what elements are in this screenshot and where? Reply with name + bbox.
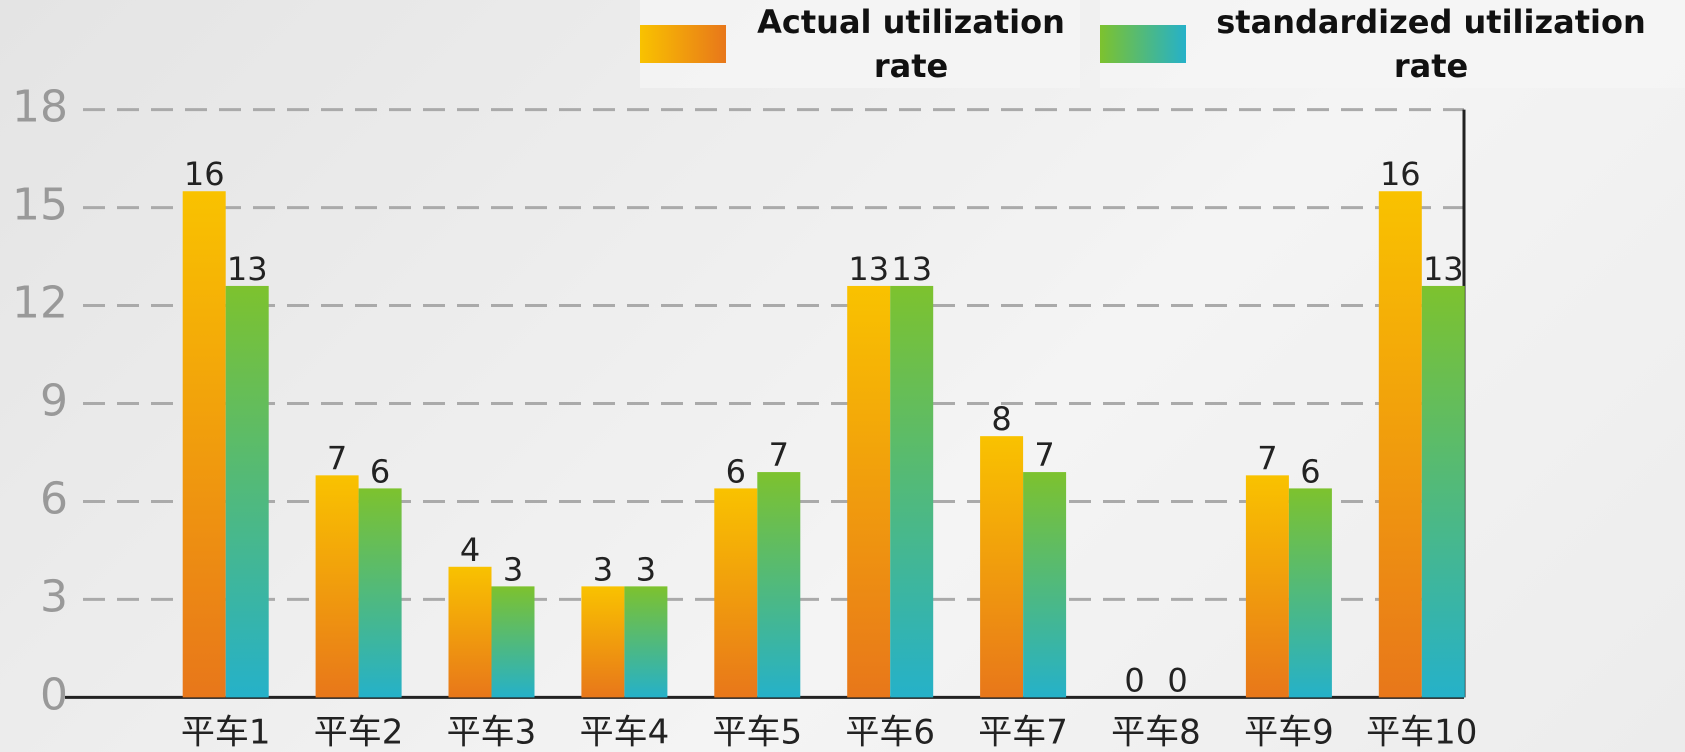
- value-label: 3: [503, 550, 523, 588]
- bar: [757, 472, 800, 697]
- x-tick-label: 平车1: [181, 713, 271, 752]
- y-tick-label: 9: [40, 376, 68, 427]
- page: 0369121518平车11613平车276平车343平车433平车567平车6…: [0, 0, 1685, 752]
- y-tick-label: 18: [12, 82, 68, 133]
- value-label: 0: [1124, 661, 1144, 699]
- bar: [226, 286, 269, 697]
- legend-swatch: [640, 25, 726, 63]
- value-label: 13: [227, 250, 268, 288]
- bar: [1379, 191, 1422, 697]
- value-label: 7: [327, 439, 347, 477]
- bar: [316, 475, 359, 697]
- bar: [183, 191, 226, 697]
- bar: [449, 567, 492, 698]
- x-tick-label: 平车2: [314, 713, 404, 752]
- y-tick-label: 6: [40, 473, 68, 524]
- value-label: 0: [1167, 661, 1187, 699]
- value-label: 4: [460, 531, 480, 569]
- legend-item: Actual utilization rate: [640, 0, 1080, 88]
- value-label: 3: [593, 550, 613, 588]
- legend-item: standardized utilization rate: [1100, 0, 1685, 88]
- bar: [581, 586, 624, 697]
- legend-swatch: [1100, 25, 1186, 63]
- bar: [1246, 475, 1289, 697]
- value-label: 13: [891, 250, 932, 288]
- bar: [1023, 472, 1066, 697]
- y-tick-label: 3: [40, 571, 68, 622]
- bar: [714, 488, 757, 697]
- bar: [624, 586, 667, 697]
- x-tick-label: 平车4: [580, 713, 670, 752]
- x-tick-label: 平车3: [447, 713, 537, 752]
- x-tick-label: 平车8: [1111, 713, 1201, 752]
- legend-label: Actual utilization rate: [756, 0, 1066, 88]
- bar: [847, 286, 890, 697]
- value-label: 13: [848, 250, 889, 288]
- value-label: 16: [184, 155, 225, 193]
- value-label: 16: [1380, 155, 1421, 193]
- y-tick-label: 0: [40, 669, 68, 720]
- value-label: 8: [991, 400, 1011, 438]
- value-label: 3: [636, 550, 656, 588]
- x-tick-label: 平车5: [712, 713, 802, 752]
- x-tick-label: 平车10: [1366, 713, 1477, 752]
- value-label: 7: [1257, 439, 1277, 477]
- value-label: 7: [1034, 436, 1054, 474]
- chart: 0369121518平车11613平车276平车343平车433平车567平车6…: [0, 0, 1685, 752]
- value-label: 6: [726, 452, 746, 490]
- value-label: 13: [1423, 250, 1464, 288]
- bar: [1422, 286, 1465, 697]
- value-label: 6: [1300, 452, 1320, 490]
- bar: [1289, 488, 1332, 697]
- value-label: 6: [370, 452, 390, 490]
- bar: [492, 586, 535, 697]
- y-tick-label: 15: [12, 180, 68, 231]
- legend-label: standardized utilization rate: [1216, 0, 1646, 88]
- bar: [980, 436, 1023, 697]
- y-tick-label: 12: [12, 278, 68, 329]
- x-tick-label: 平车9: [1244, 713, 1334, 752]
- x-tick-label: 平车6: [845, 713, 935, 752]
- bar: [890, 286, 933, 697]
- x-tick-label: 平车7: [978, 713, 1068, 752]
- bar: [359, 488, 402, 697]
- value-label: 7: [769, 436, 789, 474]
